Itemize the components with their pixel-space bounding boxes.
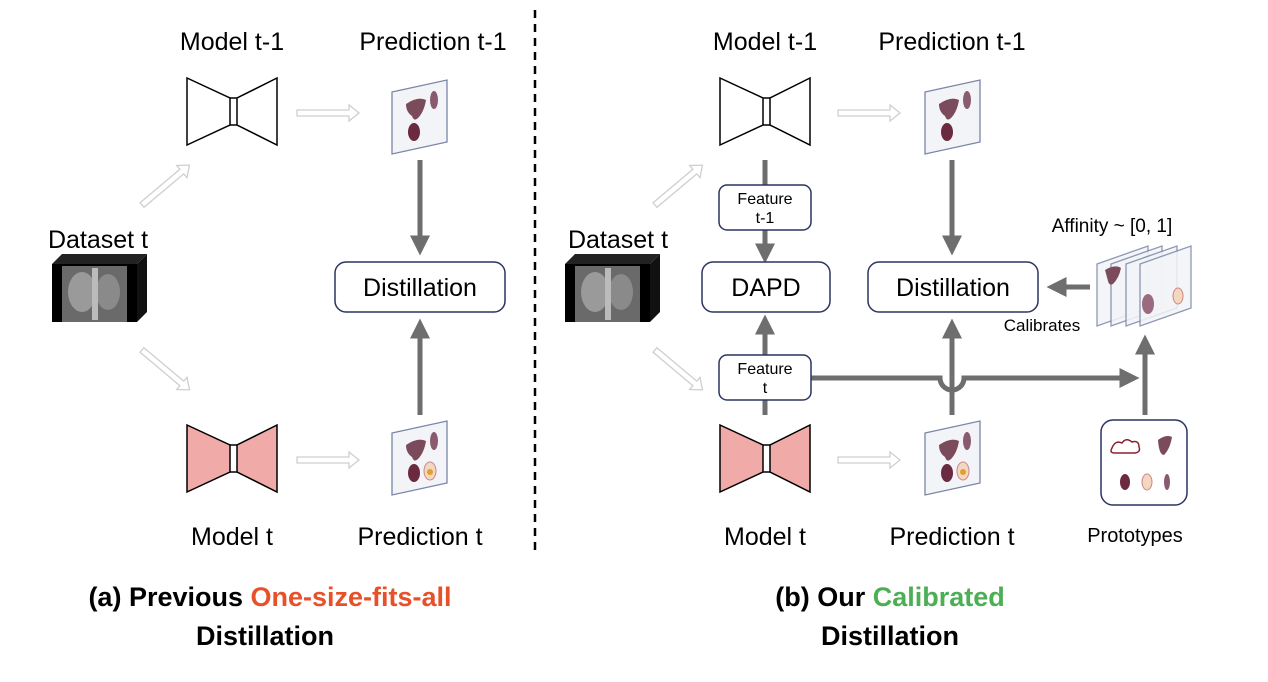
caption-a: (a) Previous One-size-fits-all — [88, 582, 451, 612]
feature-prev-sub: t-1 — [756, 210, 775, 227]
prototypes-box — [1100, 419, 1188, 506]
feature-cur-box — [718, 354, 812, 401]
hollow-arrow — [296, 451, 360, 469]
feature-prev-label: Feature — [737, 191, 792, 208]
prediction-prev-image — [924, 79, 981, 155]
student-model-icon — [186, 424, 278, 493]
distillation-label: Distillation — [363, 274, 477, 302]
hollow-arrow — [649, 158, 709, 212]
caption-prefix: (b) Our — [775, 582, 872, 612]
caption-prefix: (a) Previous — [88, 582, 250, 612]
caption-highlight: One-size-fits-all — [251, 582, 452, 612]
prediction-cur-label: Prediction t — [889, 523, 1014, 551]
caption-b: (b) Our Calibrated — [775, 582, 1005, 612]
caption-line2: Distillation — [821, 621, 959, 651]
hollow-arrow — [136, 343, 196, 397]
hollow-arrow — [837, 451, 901, 469]
hollow-arrow — [837, 104, 901, 122]
prediction-cur-image — [392, 421, 447, 495]
dapd-label: DAPD — [731, 274, 800, 302]
affinity-label: Affinity ~ [0, 1] — [1052, 216, 1173, 237]
distillation-box — [334, 261, 506, 313]
hollow-arrow — [296, 104, 360, 122]
model-prev-label: Model t-1 — [180, 28, 284, 56]
model-prev-label: Model t-1 — [713, 28, 817, 56]
student-model-icon — [719, 424, 811, 493]
affinity-maps-stack — [1096, 245, 1192, 327]
panel-a: Model t-1 Prediction t-1 Distillation Da… — [48, 28, 507, 651]
panel-b: Model t-1 Prediction t-1 Dataset t Featu… — [565, 28, 1192, 651]
distillation-label: Distillation — [896, 274, 1010, 302]
calibrates-label: Calibrates — [1004, 316, 1081, 335]
feature-cur-label: Feature — [737, 361, 792, 378]
prediction-prev-label: Prediction t-1 — [878, 28, 1025, 56]
dataset-label: Dataset t — [568, 226, 668, 254]
caption-highlight: Calibrated — [873, 582, 1005, 612]
prototypes-label: Prototypes — [1087, 525, 1183, 547]
caption-line2: Distillation — [196, 621, 334, 651]
model-cur-label: Model t — [724, 523, 806, 551]
prediction-cur-image — [925, 421, 980, 495]
prediction-cur-label: Prediction t — [357, 523, 482, 551]
distillation-box — [867, 261, 1039, 313]
hollow-arrow — [649, 343, 709, 397]
feature-cur-sub: t — [763, 380, 768, 397]
ct-volume-icon — [52, 254, 147, 322]
model-cur-label: Model t — [191, 523, 273, 551]
dapd-box — [701, 261, 831, 313]
teacher-model-icon — [719, 77, 811, 146]
hollow-arrow — [136, 158, 196, 212]
ct-volume-icon — [565, 254, 660, 322]
feature-prev-box — [718, 184, 812, 231]
teacher-model-icon — [186, 77, 278, 146]
organ-prototypes-icons — [1110, 436, 1172, 491]
prediction-prev-label: Prediction t-1 — [359, 28, 506, 56]
prediction-prev-image — [391, 79, 448, 155]
dataset-label: Dataset t — [48, 226, 148, 254]
feature-to-affinity-line — [811, 368, 1140, 393]
